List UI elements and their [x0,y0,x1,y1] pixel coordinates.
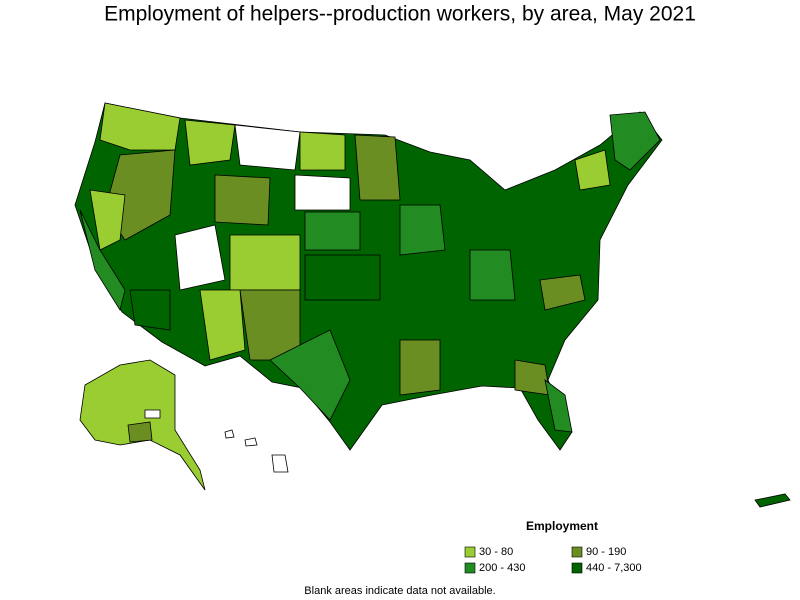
region [609,111,661,171]
no-data-area [224,429,235,439]
region [99,102,181,151]
region [574,149,611,191]
region [399,204,446,256]
region [544,379,573,433]
region [214,174,271,226]
footnote: Blank areas indicate data not available. [304,585,495,597]
region [304,254,381,301]
legend-label: 30 - 80 [479,546,513,558]
region [539,274,586,311]
map-title: Employment of helpers--production worker… [104,3,696,26]
region [129,289,171,331]
region [304,211,361,251]
no-data-area [174,224,226,291]
legend-title: Employment [526,519,598,533]
legend-swatch [571,562,583,574]
region [199,289,246,361]
no-data-area [234,124,301,171]
legend-label: 90 - 190 [586,546,626,558]
region [754,493,791,508]
legend: 30 - 80 90 - 190 200 - 430 440 - 7,300 [464,546,642,574]
no-data-area [144,409,161,419]
region [354,134,401,201]
region [229,234,301,291]
legend-swatch [464,562,476,574]
no-data-area [294,174,351,211]
region [299,131,346,171]
legend-swatch [571,546,583,558]
no-data-area [244,437,258,447]
region [514,359,551,396]
region [399,339,441,396]
region [79,209,126,312]
region [184,119,236,166]
region [89,189,126,251]
legend-swatch [464,546,476,558]
region [269,329,351,421]
no-data-area [271,454,289,473]
legend-label: 200 - 430 [479,562,525,574]
region [469,249,516,301]
legend-label: 440 - 7,300 [586,562,642,574]
us-map [74,102,791,508]
region [127,421,153,443]
